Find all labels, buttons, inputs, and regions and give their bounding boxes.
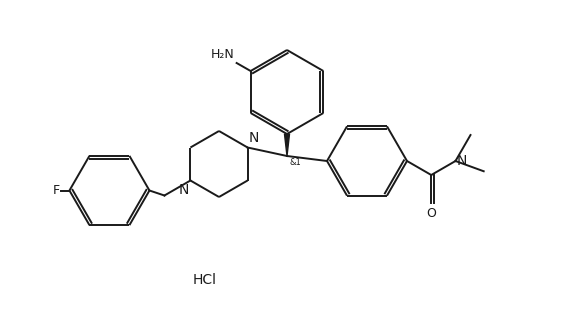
Text: O: O (426, 207, 436, 220)
Text: HCl: HCl (193, 273, 217, 287)
Text: H₂N: H₂N (211, 48, 235, 61)
Text: &1: &1 (290, 158, 302, 167)
Text: N: N (249, 132, 259, 146)
Text: N: N (179, 183, 189, 197)
Polygon shape (284, 134, 289, 156)
Text: N: N (457, 154, 467, 168)
Text: F: F (52, 184, 60, 197)
